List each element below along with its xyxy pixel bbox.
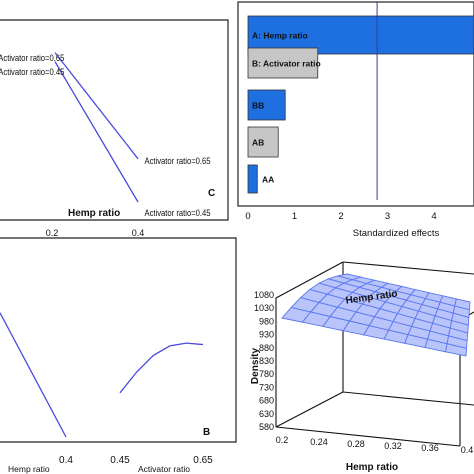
effects-bar-label-3: AB [252, 138, 264, 148]
surface-x-tick-1: 0.24 [310, 437, 328, 447]
panel-b-series-0-line [0, 312, 67, 438]
panel-c-series-0-line [54, 52, 139, 160]
effects-xlabel: Standardized effects [353, 228, 440, 239]
panel-b-xlabel-0: Hemp ratio [8, 464, 50, 474]
surface-x-tick-5: 0.4 [461, 445, 474, 455]
surface-xlabel: Hemp ratio [346, 462, 398, 473]
effects-bar-label-0: A: Hemp ratio [252, 31, 308, 41]
panel-b-tick-2: 0.65 [193, 455, 213, 466]
surface-z-tick-5: 830 [259, 356, 274, 366]
effects-bar-2 [247, 89, 286, 121]
surface-z-tick-4: 780 [259, 369, 274, 379]
surface-x-tick-3: 0.32 [384, 441, 402, 451]
surface-z-tick-10: 1080 [254, 290, 274, 300]
effects-bar-label-1: B: Activator ratio [252, 59, 321, 69]
panel-c-series-1-label-left: Activator ratio=0.45 [0, 66, 65, 77]
effects-bar-1 [247, 47, 319, 79]
effects-bar-4 [247, 164, 258, 194]
surface-z-tick-0: 580 [259, 422, 274, 432]
panel-c-series-1-line [54, 61, 139, 203]
panel-c-series-1-label-right: Activator ratio=0.45 [145, 207, 211, 218]
surface-z-tick-1: 630 [259, 409, 274, 419]
surface-z-tick-3: 730 [259, 382, 274, 392]
surface-cell [454, 298, 471, 311]
effects-bar-3 [247, 126, 279, 158]
surface-z-tick-9: 1030 [254, 303, 274, 313]
panel-b-xlabel-1: Activator ratio [138, 464, 190, 474]
panel-c-label: C [208, 188, 215, 199]
effects-bar-label-2: BB [252, 101, 264, 111]
panel-c-tick-1: 0.4 [132, 228, 145, 238]
surface-z-tick-2: 680 [259, 396, 274, 406]
panel-b-tick-0: 0.4 [59, 455, 73, 466]
effects-tick-3: 3 [385, 211, 390, 222]
panel-c-tick-0: 0.2 [46, 228, 59, 238]
surface-z-tick-8: 980 [259, 316, 274, 326]
panel-c-series-0-label-right: Activator ratio=0.65 [145, 155, 211, 166]
effects-tick-0: 0 [245, 211, 250, 222]
surface-chart: 580 630 680 730 780 830 880 930 980 1030 1080 0.2 0… [250, 261, 474, 473]
panel-b-label: B [203, 427, 210, 438]
panel-b-frame [0, 237, 237, 443]
surface-x-tick-4: 0.36 [421, 443, 439, 453]
surface-z-tick-7: 930 [259, 330, 274, 340]
panel-c-chart: C Hemp ratio 0.2 0.4 Activator ratio=0.6… [0, 19, 229, 238]
surface-x-tick-2: 0.28 [347, 439, 365, 449]
panel-b-series-1-line [119, 342, 204, 394]
effects-chart: A: Hemp ratio B: Activator ratio BB AB AA 0 1… [237, 1, 474, 239]
panel-c-xlabel: Hemp ratio [68, 208, 120, 219]
effects-tick-2: 2 [338, 211, 343, 222]
surface-mesh [281, 273, 471, 357]
panel-c-series-0-label-left: Activator ratio=0.65 [0, 52, 65, 63]
effects-bar-label-4: AA [262, 175, 274, 185]
panel-b-chart: B 0.4 0.45 0.65 Hemp ratio Activator rat… [0, 237, 237, 474]
surface-z-tick-6: 880 [259, 343, 274, 353]
surface-zlabel: Density [250, 348, 261, 385]
surface-x-tick-0: 0.2 [276, 435, 289, 445]
panel-c-frame [0, 19, 229, 221]
effects-tick-4: 4 [431, 211, 436, 222]
effects-tick-1: 1 [292, 211, 297, 222]
panel-b-tick-1: 0.45 [110, 455, 130, 466]
